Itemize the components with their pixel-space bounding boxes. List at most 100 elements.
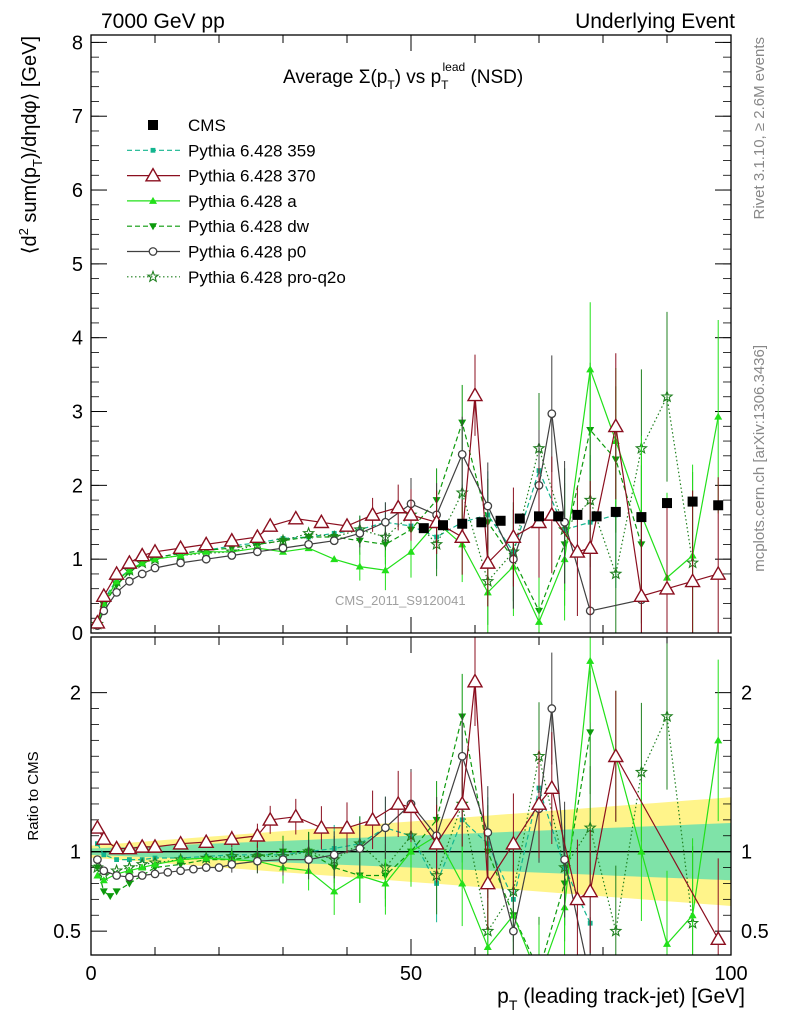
ratio-point-ta	[688, 911, 697, 919]
ratio-point-tp0	[214, 863, 224, 872]
data-point-t370	[223, 532, 241, 547]
ratio-point-t370	[389, 795, 407, 810]
data-point-t370	[684, 572, 701, 588]
legend-marker-t370	[144, 167, 162, 182]
ratio-point-ta	[381, 879, 390, 887]
data-point-t370	[389, 499, 407, 514]
data-point-tq2o	[276, 533, 290, 547]
ratio-point-t370	[91, 819, 106, 834]
data-point-t370	[313, 513, 330, 529]
ratio-point-t370	[121, 840, 138, 855]
data-point-tdw	[304, 534, 313, 542]
ratio-point-tp0	[137, 871, 147, 880]
ratio-point-t370	[364, 811, 381, 826]
ratio-line-t370	[96, 681, 719, 940]
ratio-point-t370	[505, 835, 522, 850]
data-point-CMS	[514, 513, 525, 524]
x-tick-label: 50	[400, 963, 422, 985]
legend-marker-tdw	[149, 223, 157, 231]
ratio-point-tp0	[278, 855, 288, 864]
ratio-y-tick-label: 2	[70, 683, 81, 705]
data-point-CMS	[636, 512, 647, 523]
data-point-CMS	[476, 517, 487, 528]
header-underlying-event: Underlying Event	[575, 10, 735, 33]
data-point-ta	[330, 555, 339, 563]
data-point-t370	[172, 539, 189, 555]
x-axis-label: pT (leading track-jet) [GeV]	[497, 985, 745, 1013]
ratio-point-tq2o	[609, 924, 623, 937]
ratio-point-ta	[99, 876, 108, 884]
ratio-line-tdw	[96, 716, 591, 955]
data-point-t370	[146, 543, 164, 558]
data-point-CMS	[687, 496, 698, 507]
y-tick-label: 5	[72, 254, 83, 276]
ratio-point-tp0	[304, 855, 314, 864]
data-point-tp0	[176, 558, 186, 568]
ratio-point-tq2o	[660, 709, 674, 723]
y-tick-label: 3	[72, 402, 83, 424]
y-tick-label: 6	[72, 180, 83, 202]
data-point-ta	[381, 566, 390, 574]
data-point-t370	[287, 510, 305, 525]
data-point-ta	[586, 365, 595, 373]
ratio-panel-frame	[90, 636, 732, 956]
data-point-CMS	[572, 509, 583, 520]
ratio-point-ta	[330, 887, 339, 895]
data-point-CMS	[591, 511, 602, 522]
ratio-point-ta	[93, 871, 102, 879]
data-point-t370	[607, 417, 625, 433]
legend-marker-ta	[149, 196, 157, 204]
ratio-point-t370	[249, 827, 266, 842]
ratio-point-tp0	[163, 867, 173, 877]
data-point-t370	[95, 587, 113, 603]
data-point-tp0	[252, 547, 262, 557]
legend-marker-t359	[150, 147, 156, 153]
ratio-point-tdw	[106, 893, 115, 901]
y-axis-label: ⟨d2 sum(pT)/dηdφ⟩ [GeV]	[16, 36, 45, 254]
ratio-point-ta	[138, 863, 147, 871]
data-point-t370	[91, 614, 106, 629]
data-point-tp0	[329, 536, 339, 546]
ratio-point-t370	[313, 819, 330, 834]
data-point-CMS	[534, 511, 544, 522]
ratio-point-ta	[535, 975, 543, 982]
data-point-t370	[658, 580, 676, 595]
ratio-point-tq2o	[634, 765, 648, 778]
ratio-point-t370	[172, 835, 189, 850]
ratio-y-tick-label-right: 1	[741, 842, 752, 864]
ratio-y-axis-label: Ratio to CMS	[25, 751, 42, 840]
legend-label-CMS: CMS	[188, 116, 226, 135]
series-t370	[91, 353, 727, 633]
ratio-point-ta	[637, 847, 646, 855]
data-point-t370	[505, 528, 522, 543]
ratio-point-ta	[151, 860, 159, 868]
main-panel: 0 1 2 3 4 5 6 7 8 CMS_2011_S9120041 Average Σ(pT…	[16, 32, 732, 645]
data-point-t370	[261, 517, 279, 532]
legend-label-t370: Pythia 6.428 370	[188, 167, 316, 186]
ratio-point-t370	[581, 882, 599, 898]
y-tick-label: 1	[72, 549, 83, 571]
y-tick-label: 7	[72, 106, 83, 128]
watermark: CMS_2011_S9120041	[335, 593, 466, 608]
ratio-point-t359	[114, 857, 119, 862]
series-line-t370	[96, 395, 719, 623]
ratio-point-ta	[483, 943, 492, 951]
ratio-point-tp0	[547, 704, 557, 713]
data-point-t370	[197, 535, 215, 551]
series-CMS	[418, 496, 724, 534]
data-point-t370	[709, 565, 727, 580]
ratio-point-t370	[261, 811, 279, 826]
ratio-series-t370	[91, 637, 727, 955]
data-point-tp0	[201, 554, 211, 564]
ratio-point-tp0	[252, 856, 262, 866]
data-point-ta	[138, 558, 147, 566]
ratio-line-ta	[97, 660, 719, 955]
data-point-ta	[535, 617, 543, 625]
ratio-panel: 0.5 0.5 1 1 2 2 0 50 100 Ratio to CMS pT (leadin…	[25, 636, 769, 1013]
data-point-t370	[402, 506, 420, 521]
ratio-point-t370	[197, 833, 215, 849]
ratio-point-t370	[402, 798, 420, 814]
ratio-point-tdw	[535, 968, 543, 975]
ratio-point-tp0	[509, 926, 518, 936]
